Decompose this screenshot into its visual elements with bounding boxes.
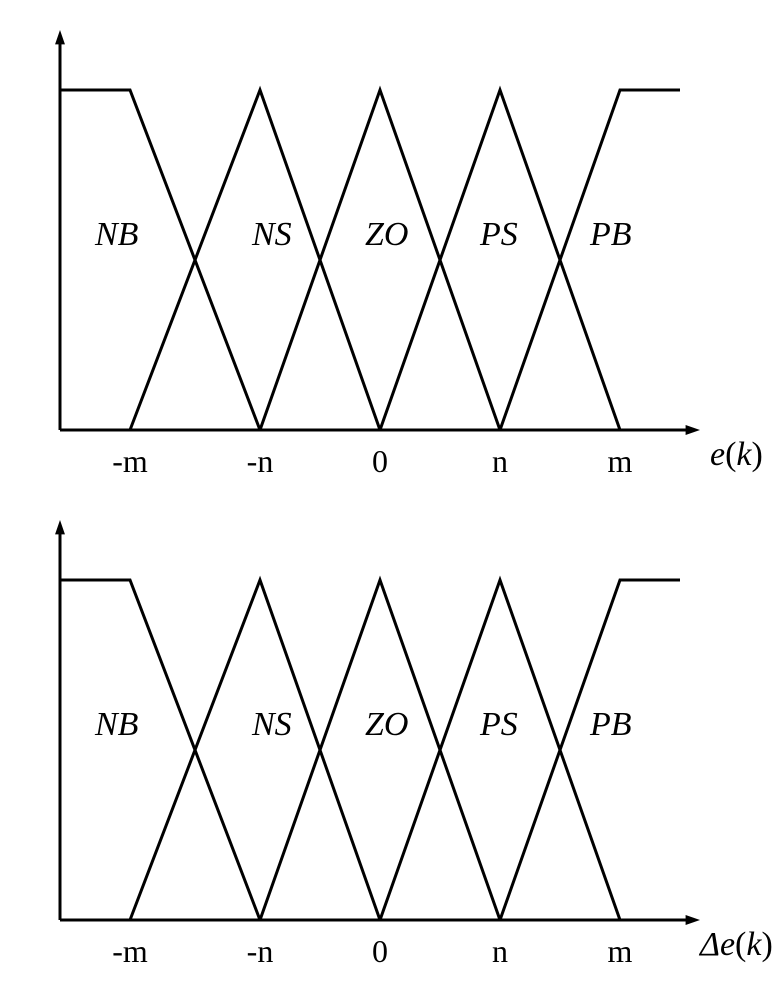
fuzzy-label: PS (479, 706, 518, 743)
membership-curve (260, 90, 500, 430)
membership-curve (130, 90, 380, 430)
x-tick-label: n (492, 443, 508, 479)
fuzzy-label: ZO (365, 216, 408, 253)
fuzzy-label: ZO (365, 706, 408, 743)
fuzzy-label: PB (589, 706, 632, 743)
fuzzy-label: NS (251, 216, 292, 253)
arrowhead (55, 520, 65, 534)
membership-curve (500, 90, 680, 430)
arrowhead (686, 425, 700, 435)
membership-curve (60, 580, 260, 920)
arrowhead (55, 30, 65, 44)
x-tick-label: m (608, 443, 633, 479)
x-tick-label: n (492, 933, 508, 969)
axis-label: e(k) (710, 436, 763, 473)
arrowhead (686, 915, 700, 925)
x-tick-label: 0 (372, 443, 388, 479)
x-tick-label: m (608, 933, 633, 969)
membership-curve (130, 580, 380, 920)
fuzzy-label: PS (479, 216, 518, 253)
fuzzy-label: NB (94, 216, 139, 253)
membership-curve (500, 580, 680, 920)
membership-curve (60, 90, 260, 430)
fuzzy-label: PB (589, 216, 632, 253)
fuzzy-label: NB (94, 706, 139, 743)
x-tick-label: -m (112, 443, 148, 479)
x-tick-label: 0 (372, 933, 388, 969)
x-tick-label: -m (112, 933, 148, 969)
membership-curve (260, 580, 500, 920)
axis-label: Δe(k) (698, 926, 773, 963)
x-tick-label: -n (247, 443, 274, 479)
membership-curve (380, 90, 620, 430)
fuzzy-label: NS (251, 706, 292, 743)
membership-curve (380, 580, 620, 920)
x-tick-label: -n (247, 933, 274, 969)
membership-diagram: -m -n 0 n m NB NS ZO PS PB e(k) -m -n 0 n m NB NS ZO PS PB Δe… (0, 0, 778, 1000)
